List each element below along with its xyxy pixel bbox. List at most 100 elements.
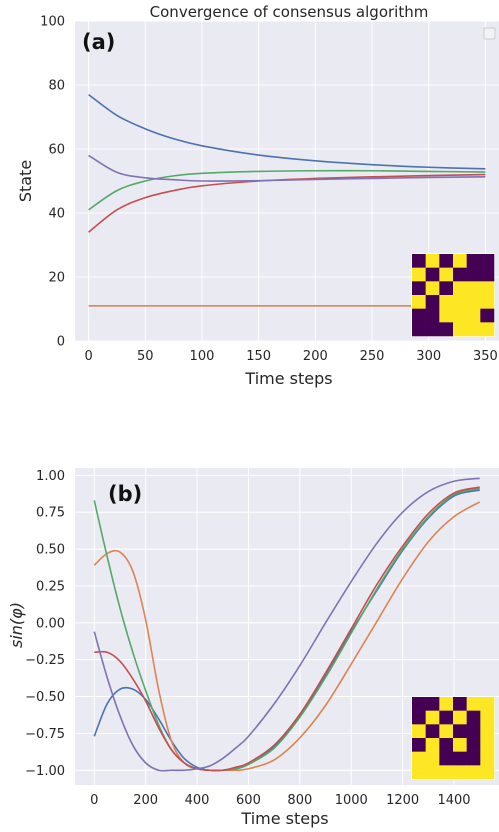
inset-cell (480, 724, 495, 739)
inset-cell (466, 724, 481, 739)
inset-cell (425, 295, 440, 309)
inset-cell (412, 724, 426, 739)
panel-a-label: (a) (82, 30, 115, 54)
inset-cell (439, 295, 454, 309)
inset-cell (480, 710, 495, 725)
inset-cell (480, 267, 495, 282)
inset-cell (412, 254, 426, 268)
inset-cell (466, 738, 481, 752)
chart-a-title: Convergence of consensus algorithm (150, 3, 429, 21)
xticks-a: 0 50 100 150 200 250 300 350 (84, 349, 497, 364)
x-tick-label: 200 (133, 793, 158, 808)
x-tick-label: 200 (303, 349, 328, 364)
inset-cell (439, 738, 454, 752)
inset-cell (480, 308, 495, 323)
inset-cell (480, 295, 495, 309)
inset-cell (412, 751, 426, 766)
inset-cell (466, 281, 481, 296)
x-tick-label: 250 (360, 349, 385, 364)
inset-cell (425, 308, 440, 323)
inset-cell (466, 308, 481, 323)
inset-cell (425, 281, 440, 296)
xticks-b: 0 200 400 600 800 1000 1200 1400 (90, 793, 470, 808)
inset-cell (439, 281, 454, 296)
inset-cell (439, 308, 454, 323)
inset-cell (453, 322, 467, 337)
inset-cell (453, 281, 467, 296)
inset-cell (480, 738, 495, 752)
inset-cell (439, 267, 454, 282)
legend-box-a (483, 27, 496, 40)
inset-cell (425, 267, 440, 282)
inset-cell (412, 697, 426, 711)
series-3-line (88, 169, 486, 211)
y-axis-b-label: sin(φ) (7, 602, 26, 648)
x-tick-label: 400 (185, 793, 210, 808)
series-1-line (88, 93, 486, 170)
inset-cell (453, 765, 467, 780)
inset-cell (453, 751, 467, 766)
inset-cell (439, 765, 454, 780)
inset-cell (412, 281, 426, 296)
y-tick-label: −0.50 (25, 690, 65, 705)
inset-cell (453, 308, 467, 323)
inset-cell (480, 751, 495, 766)
inset-cell (453, 724, 467, 739)
inset-cell (412, 322, 426, 337)
x-tick-label: 150 (246, 349, 271, 364)
inset-cell (453, 254, 467, 268)
inset-cell (466, 254, 481, 268)
y-tick-label: 100 (40, 15, 65, 30)
panel-b-label: (b) (108, 482, 142, 506)
x-tick-label: 350 (473, 349, 498, 364)
inset-cell (453, 710, 467, 725)
inset-cell (480, 254, 495, 268)
inset-cell (412, 765, 426, 780)
series-5-line (93, 477, 480, 772)
inset-cell (425, 710, 440, 725)
inset-cell (439, 254, 454, 268)
x-tick-label: 0 (90, 793, 98, 808)
y-tick-label: −0.75 (25, 727, 65, 742)
inset-cell (425, 724, 440, 739)
inset-cell (466, 765, 481, 780)
y-tick-label: 0 (57, 335, 65, 350)
x-tick-label: 50 (137, 349, 154, 364)
inset-cell (466, 710, 481, 725)
yticks-a: 0 20 40 60 80 100 (40, 15, 65, 350)
inset-cell (439, 697, 454, 711)
lines-b (93, 477, 481, 772)
inset-cell (453, 295, 467, 309)
x-tick-label: 600 (236, 793, 261, 808)
inset-cell (412, 738, 426, 752)
panel-b: 1.00 0.75 0.50 0.25 0.00 −0.25 −0.50 −0.75 −1.00… (7, 468, 499, 828)
y-tick-label: −0.25 (25, 653, 65, 668)
inset-matrix-a (411, 253, 495, 337)
panel-a: 0 20 40 60 80 100 0 50 100 150 200 250 300 350 Conve… (16, 3, 499, 388)
lines-a (88, 93, 486, 307)
inset-cell (453, 738, 467, 752)
y-tick-label: 40 (48, 207, 65, 222)
x-tick-label: 1000 (335, 793, 368, 808)
inset-cell (412, 295, 426, 309)
inset-cell (466, 751, 481, 766)
series-5-line (88, 154, 486, 182)
inset-cell (466, 295, 481, 309)
inset-cell (453, 267, 467, 282)
inset-cell (425, 765, 440, 780)
inset-cell (425, 738, 440, 752)
y-tick-label: 20 (48, 271, 65, 286)
x-tick-label: 800 (287, 793, 312, 808)
y-axis-a-label: State (16, 160, 35, 202)
series-4-line (94, 486, 480, 772)
inset-cell (453, 697, 467, 711)
series-4-line (88, 173, 486, 233)
inset-cell (412, 710, 426, 725)
x-axis-a-label: Time steps (244, 369, 332, 388)
x-tick-label: 300 (416, 349, 441, 364)
inset-cell (439, 322, 454, 337)
x-tick-label: 1200 (386, 793, 419, 808)
inset-cell (439, 724, 454, 739)
inset-cell (466, 322, 481, 337)
